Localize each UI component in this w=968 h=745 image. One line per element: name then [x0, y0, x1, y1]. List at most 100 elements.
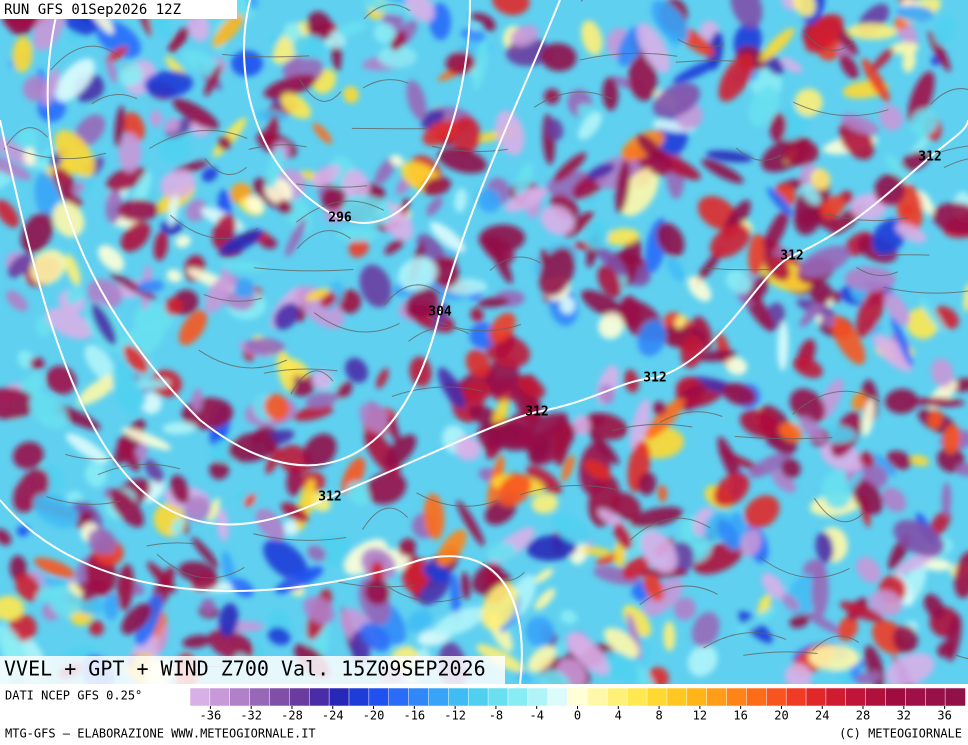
field-blob	[481, 582, 518, 631]
colorbar-tick-label: 36	[937, 709, 951, 723]
field-blob	[884, 291, 911, 326]
field-blob	[804, 611, 841, 634]
field-blob	[445, 51, 476, 75]
field-blob	[910, 108, 938, 137]
streamline	[426, 316, 522, 332]
colorbar-box	[249, 687, 271, 707]
field-blob	[910, 455, 929, 467]
field-blob	[68, 582, 83, 597]
field-blob	[764, 55, 784, 76]
field-blob	[12, 36, 33, 73]
colorbar-tick-label: -28	[281, 709, 303, 723]
field-blob	[504, 186, 548, 213]
field-blob	[389, 154, 404, 167]
field-blob	[341, 169, 370, 203]
streamline	[198, 349, 288, 369]
field-blob	[687, 276, 712, 302]
field-blob	[526, 535, 577, 561]
field-blob	[264, 115, 279, 148]
field-blob	[643, 573, 664, 602]
field-blob	[35, 315, 52, 338]
field-blob	[928, 30, 951, 72]
map-title: VVEL + GPT + WIND Z700 Val. 15Z09SEP2026	[4, 657, 486, 681]
field-blob	[6, 290, 28, 312]
streamline	[338, 581, 416, 588]
field-blob	[207, 497, 221, 523]
streamline	[299, 79, 342, 102]
field-blob	[705, 150, 753, 163]
field-blob	[771, 469, 796, 493]
field-blob	[933, 16, 956, 46]
streamline	[519, 485, 617, 496]
field-blob	[22, 76, 49, 102]
field-blob	[815, 532, 834, 563]
field-blob	[112, 362, 141, 416]
streamline	[3, 127, 48, 150]
field-blob	[200, 598, 216, 616]
streamline	[803, 30, 855, 51]
field-blob	[384, 238, 405, 255]
colorbar-box	[726, 687, 748, 707]
colorbar-box	[626, 687, 648, 707]
field-blob	[941, 481, 952, 517]
geopotential-contours	[0, 0, 968, 684]
field-blob	[902, 48, 916, 73]
streamline	[813, 497, 866, 523]
field-blob	[680, 334, 703, 369]
field-blob	[263, 539, 308, 581]
colorbar-box	[368, 687, 390, 707]
field-blob	[267, 627, 291, 646]
field-blob	[680, 384, 707, 399]
colorbar-tick-label: 8	[655, 709, 662, 723]
field-blob	[219, 0, 255, 19]
field-blob	[792, 356, 823, 379]
field-blob	[280, 92, 312, 119]
field-blob	[88, 620, 104, 636]
field-blob	[406, 609, 433, 633]
field-blob	[701, 158, 744, 184]
field-blob	[613, 542, 626, 568]
field-blob	[181, 49, 224, 78]
field-blob	[821, 471, 853, 510]
field-blob	[204, 64, 222, 97]
streamline	[222, 54, 310, 58]
field-blob	[45, 307, 93, 340]
streamline	[579, 52, 678, 61]
field-blob	[657, 484, 668, 503]
streamline	[703, 632, 787, 649]
field-blob	[105, 188, 123, 224]
field-blob	[545, 118, 564, 141]
field-blob	[709, 224, 751, 258]
field-blob	[748, 233, 765, 276]
field-blob	[673, 597, 697, 621]
field-blob	[955, 463, 968, 477]
field-blob	[121, 427, 172, 451]
field-blob	[165, 297, 184, 316]
contour-line	[0, 499, 523, 684]
field-blob	[871, 48, 894, 71]
field-blob	[601, 650, 639, 684]
field-blob	[761, 572, 786, 600]
field-blob	[16, 525, 30, 537]
field-blob	[18, 127, 39, 152]
colorbar-box	[607, 687, 628, 707]
field-blob	[191, 537, 219, 569]
field-blob	[873, 334, 914, 372]
field-blob	[160, 169, 196, 199]
field-blob	[869, 590, 903, 617]
field-blob	[341, 457, 366, 495]
streamline	[263, 368, 338, 374]
field-blob	[619, 168, 659, 217]
vertical-velocity-field	[0, 0, 968, 684]
field-blob	[846, 470, 864, 492]
field-blob	[243, 493, 257, 508]
colorbar-box	[746, 687, 768, 707]
field-blob	[114, 105, 125, 148]
colorbar-box	[507, 687, 529, 707]
field-blob	[638, 472, 657, 496]
field-blob	[672, 58, 722, 84]
streamline	[362, 79, 409, 89]
contour-line	[0, 119, 968, 526]
streamline	[856, 266, 898, 276]
field-blob	[922, 558, 952, 571]
